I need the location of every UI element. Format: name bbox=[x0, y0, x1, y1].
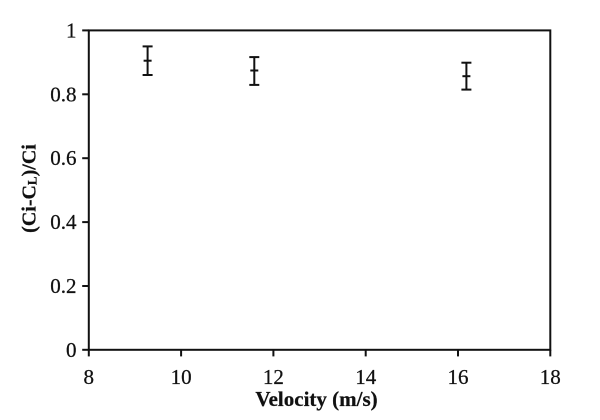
svg-text:16: 16 bbox=[448, 365, 469, 389]
svg-text:14: 14 bbox=[355, 365, 377, 389]
svg-text:Velocity (m/s): Velocity (m/s) bbox=[255, 387, 377, 411]
svg-text:1: 1 bbox=[66, 18, 77, 42]
svg-text:18: 18 bbox=[540, 365, 561, 389]
svg-text:10: 10 bbox=[171, 365, 192, 389]
svg-text:(Ci-CL)/Ci: (Ci-CL)/Ci bbox=[19, 144, 41, 233]
svg-text:0.4: 0.4 bbox=[50, 210, 77, 234]
svg-text:8: 8 bbox=[84, 365, 95, 389]
svg-text:0.2: 0.2 bbox=[50, 274, 76, 298]
svg-text:12: 12 bbox=[263, 365, 284, 389]
svg-text:0: 0 bbox=[66, 338, 77, 362]
svg-text:0.8: 0.8 bbox=[50, 82, 76, 106]
svg-text:0.6: 0.6 bbox=[50, 146, 76, 170]
